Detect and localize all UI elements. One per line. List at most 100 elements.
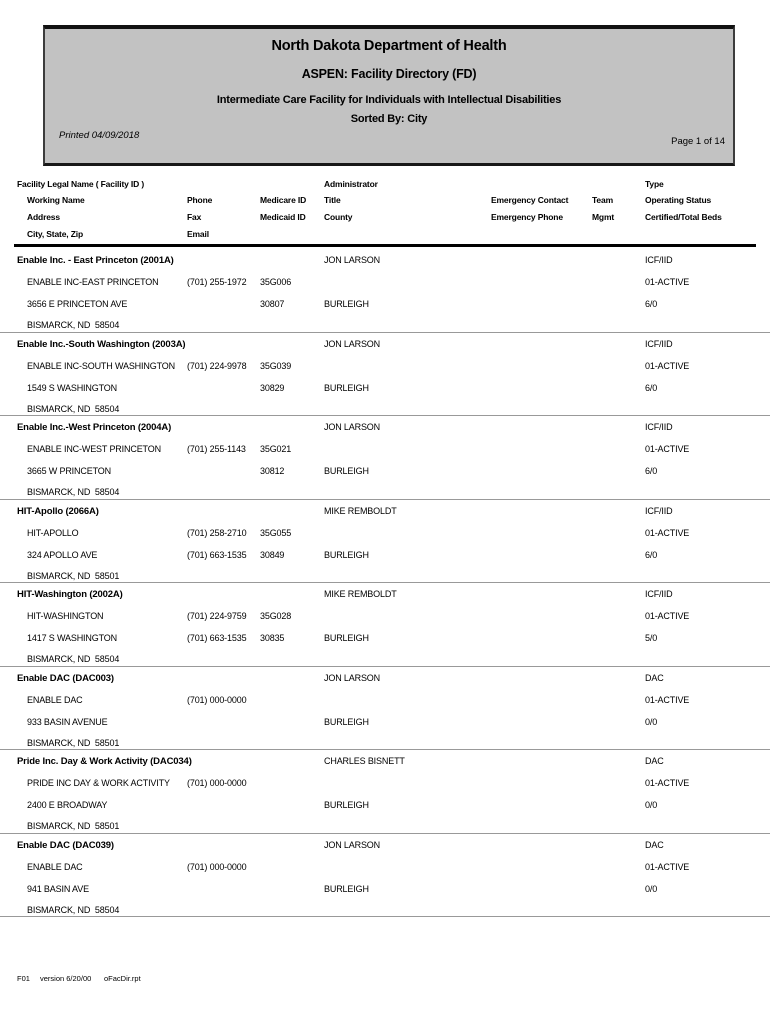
- facility-entry: Enable Inc.-West Princeton (2004A) JON L…: [0, 416, 770, 500]
- facility-medicare-id: 35G028: [260, 611, 292, 621]
- facility-legal-name: Enable Inc.-South Washington (2003A): [17, 338, 186, 350]
- report-title: North Dakota Department of Health: [271, 38, 507, 54]
- facility-medicaid-id: 30807: [260, 299, 285, 309]
- facility-type: DAC: [645, 672, 664, 683]
- col-certified-beds: Certified/Total Beds: [645, 212, 722, 222]
- facility-entry: HIT-Washington (2002A) MIKE REMBOLDT ICF…: [0, 583, 770, 667]
- col-mgmt: Mgmt: [592, 212, 615, 222]
- facility-type: ICF/IID: [645, 505, 673, 516]
- facility-county: BURLEIGH: [324, 633, 369, 643]
- col-administrator: Administrator: [324, 179, 378, 189]
- facility-address: 1549 S WASHINGTON: [27, 382, 117, 393]
- facility-phone: (701) 255-1143: [187, 444, 246, 454]
- col-emergency-contact: Emergency Contact: [491, 195, 569, 205]
- facility-type: DAC: [645, 839, 664, 850]
- facility-operating-status: 01-ACTIVE: [645, 527, 690, 538]
- header-divider-rule: [14, 244, 756, 247]
- facility-working-name: ENABLE INC-EAST PRINCETON: [27, 277, 159, 287]
- facility-legal-name: Enable DAC (DAC003): [17, 672, 114, 684]
- facility-certified-beds: 0/0: [645, 716, 658, 727]
- facility-medicare-id: 35G055: [260, 527, 292, 538]
- facility-address: 933 BASIN AVENUE: [27, 716, 108, 727]
- facility-administrator: JON LARSON: [324, 338, 381, 349]
- facility-working-name: HIT-APOLLO: [27, 527, 79, 538]
- col-fax: Fax: [187, 212, 202, 222]
- facility-type: ICF/IID: [645, 422, 673, 432]
- facility-address: 1417 S WASHINGTON: [27, 633, 117, 643]
- printed-date: Printed 04/09/2018: [59, 130, 140, 141]
- facility-legal-name: Enable DAC (DAC039): [17, 839, 114, 851]
- facility-phone: (701) 000-0000: [187, 778, 247, 788]
- facility-city-state-zip: BISMARCK, ND 58504: [27, 654, 120, 664]
- facility-medicaid-id: 30812: [260, 466, 285, 476]
- col-medicaid-id: Medicaid ID: [260, 212, 306, 222]
- facility-type: ICF/IID: [645, 589, 673, 599]
- facility-entry: Enable DAC (DAC003) JON LARSON DAC ENABL…: [0, 667, 770, 750]
- facility-operating-status: 01-ACTIVE: [645, 694, 690, 705]
- report-subtitle: ASPEN: Facility Directory (FD): [301, 67, 477, 81]
- facility-county: BURLEIGH: [324, 883, 369, 894]
- facility-legal-name: Enable Inc. - East Princeton (2001A): [17, 255, 174, 266]
- facility-medicaid-id: 30835: [260, 633, 285, 643]
- report-footer: F01 version 6/20/00 oFacDir.rpt: [0, 975, 770, 989]
- facility-city-state-zip: BISMARCK, ND 58504: [27, 904, 120, 915]
- facility-city-state-zip: BISMARCK, ND 58501: [27, 821, 120, 831]
- facility-entry: HIT-Apollo (2066A) MIKE REMBOLDT ICF/IID…: [0, 500, 770, 583]
- facility-type: ICF/IID: [645, 255, 673, 265]
- facility-city-state-zip: BISMARCK, ND 58501: [27, 737, 120, 748]
- facility-administrator: MIKE REMBOLDT: [324, 589, 397, 599]
- facility-working-name: ENABLE DAC: [27, 694, 83, 705]
- facility-legal-name: Pride Inc. Day & Work Activity (DAC034): [17, 756, 192, 767]
- facility-phone: (701) 000-0000: [187, 861, 247, 872]
- facility-administrator: MIKE REMBOLDT: [324, 505, 397, 516]
- facility-city-state-zip: BISMARCK, ND 58504: [27, 487, 120, 497]
- facility-city-state-zip: BISMARCK, ND 58504: [27, 320, 120, 330]
- facility-certified-beds: 6/0: [645, 466, 658, 476]
- facility-operating-status: 01-ACTIVE: [645, 778, 690, 788]
- facility-phone: (701) 000-0000: [187, 694, 247, 705]
- facility-phone: (701) 224-9759: [187, 611, 247, 621]
- facility-entry: Enable Inc.-South Washington (2003A) JON…: [0, 333, 770, 416]
- page-number: Page 1 of 14: [671, 136, 725, 147]
- facility-type: ICF/IID: [645, 338, 673, 349]
- facility-entry: Enable DAC (DAC039) JON LARSON DAC ENABL…: [0, 834, 770, 917]
- facility-type: DAC: [645, 756, 664, 766]
- footer-version: version 6/20/00: [40, 974, 92, 983]
- report-sorted-by: Sorted By: City: [350, 113, 428, 125]
- footer-form-id: F01: [17, 974, 30, 983]
- facility-address: 3656 E PRINCETON AVE: [27, 299, 128, 309]
- footer-report-file: oFacDir.rpt: [104, 974, 141, 983]
- col-city-state-zip: City, State, Zip: [27, 229, 84, 239]
- col-email: Email: [187, 229, 209, 239]
- facility-fax: (701) 663-1535: [187, 549, 247, 560]
- facility-legal-name: HIT-Washington (2002A): [17, 589, 123, 600]
- col-emergency-phone: Emergency Phone: [491, 212, 563, 222]
- facility-address: 324 APOLLO AVE: [27, 549, 98, 560]
- col-operating-status: Operating Status: [645, 195, 712, 205]
- facility-administrator: JON LARSON: [324, 839, 381, 850]
- facility-operating-status: 01-ACTIVE: [645, 277, 690, 287]
- facility-city-state-zip: BISMARCK, ND 58504: [27, 403, 120, 414]
- facility-medicare-id: 35G039: [260, 360, 292, 371]
- facility-entry: Enable Inc. - East Princeton (2001A) JON…: [0, 249, 770, 333]
- facility-certified-beds: 0/0: [645, 883, 658, 894]
- facility-working-name: ENABLE DAC: [27, 861, 83, 872]
- facility-working-name: ENABLE INC-WEST PRINCETON: [27, 444, 161, 454]
- facility-certified-beds: 6/0: [645, 549, 658, 560]
- facility-administrator: JON LARSON: [324, 255, 381, 265]
- facility-entry: Pride Inc. Day & Work Activity (DAC034) …: [0, 750, 770, 834]
- col-legal-name: Facility Legal Name ( Facility ID ): [17, 179, 145, 189]
- facility-operating-status: 01-ACTIVE: [645, 360, 690, 371]
- facility-county: BURLEIGH: [324, 549, 369, 560]
- facility-address: 3665 W PRINCETON: [27, 466, 111, 476]
- facility-medicare-id: 35G021: [260, 444, 292, 454]
- facility-certified-beds: 5/0: [645, 633, 658, 643]
- facility-list: Enable Inc. - East Princeton (2001A) JON…: [0, 249, 770, 917]
- facility-administrator: JON LARSON: [324, 422, 381, 432]
- facility-certified-beds: 0/0: [645, 800, 658, 810]
- col-medicare-id: Medicare ID: [260, 195, 307, 205]
- facility-phone: (701) 255-1972: [187, 277, 247, 287]
- facility-address: 941 BASIN AVE: [27, 883, 89, 894]
- facility-operating-status: 01-ACTIVE: [645, 611, 690, 621]
